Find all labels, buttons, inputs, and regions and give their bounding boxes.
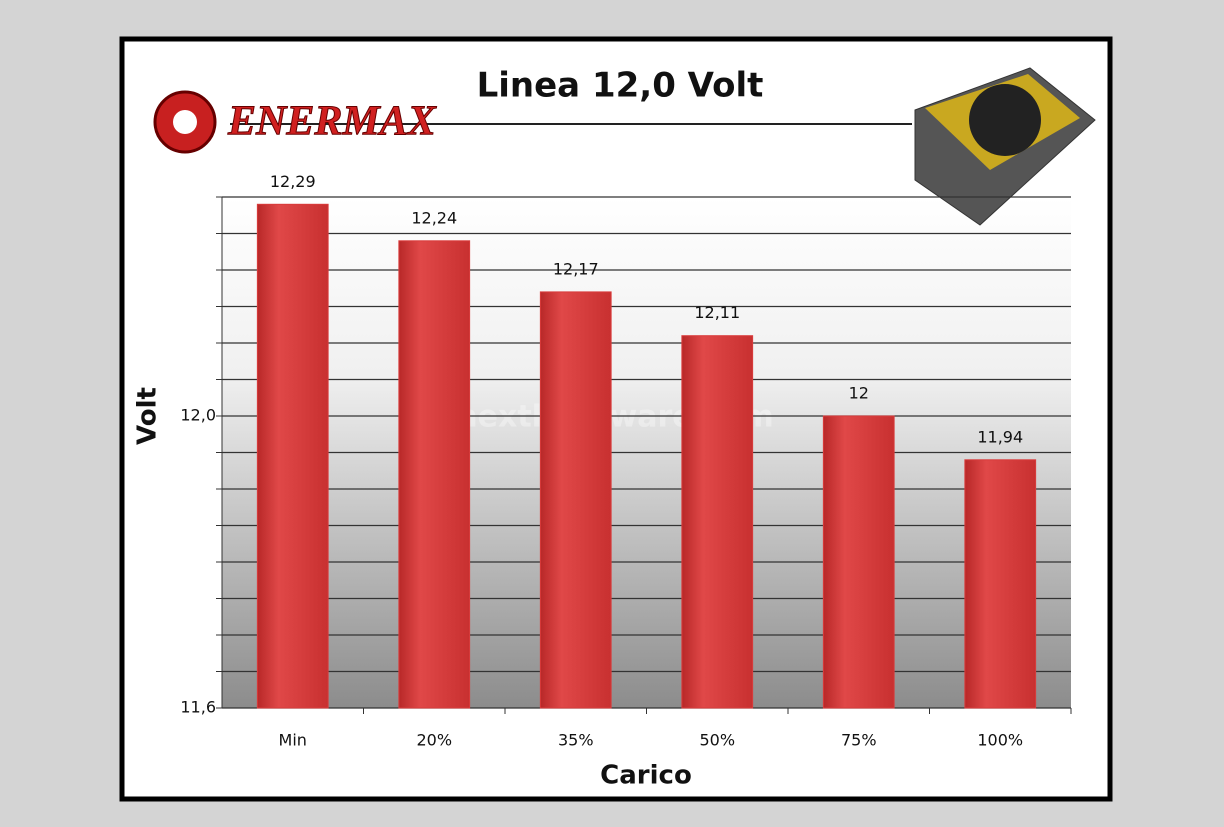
bar bbox=[398, 240, 471, 709]
y-tick-label: 11,6 bbox=[180, 698, 216, 717]
bar bbox=[256, 203, 329, 709]
y-tick-label: 12,0 bbox=[180, 406, 216, 425]
product-image bbox=[914, 67, 1096, 226]
x-tick-label: 50% bbox=[699, 731, 735, 750]
data-label: 12,29 bbox=[270, 172, 316, 191]
chart-title: Linea 12,0 Volt bbox=[477, 66, 764, 106]
x-tick-label: 100% bbox=[977, 731, 1023, 750]
bar bbox=[539, 291, 612, 709]
x-axis-title: Carico bbox=[600, 761, 692, 791]
bar bbox=[822, 415, 895, 709]
logo-gear-hub bbox=[173, 110, 197, 134]
x-tick-label: 20% bbox=[416, 731, 452, 750]
x-tick-label: 35% bbox=[558, 731, 594, 750]
psu-fan bbox=[969, 84, 1041, 156]
x-tick-label: Min bbox=[279, 731, 307, 750]
data-label: 11,94 bbox=[977, 427, 1023, 446]
y-axis-title: Volt bbox=[133, 387, 163, 445]
data-label: 12,24 bbox=[411, 208, 457, 227]
logo-text: ENERMAX bbox=[227, 99, 437, 145]
data-label: 12 bbox=[849, 384, 869, 403]
bar bbox=[681, 335, 754, 709]
data-label: 12,11 bbox=[694, 303, 740, 322]
data-label: 12,17 bbox=[553, 259, 599, 278]
bar bbox=[964, 459, 1037, 709]
logo: ENERMAX bbox=[153, 90, 437, 154]
x-tick-label: 75% bbox=[841, 731, 877, 750]
